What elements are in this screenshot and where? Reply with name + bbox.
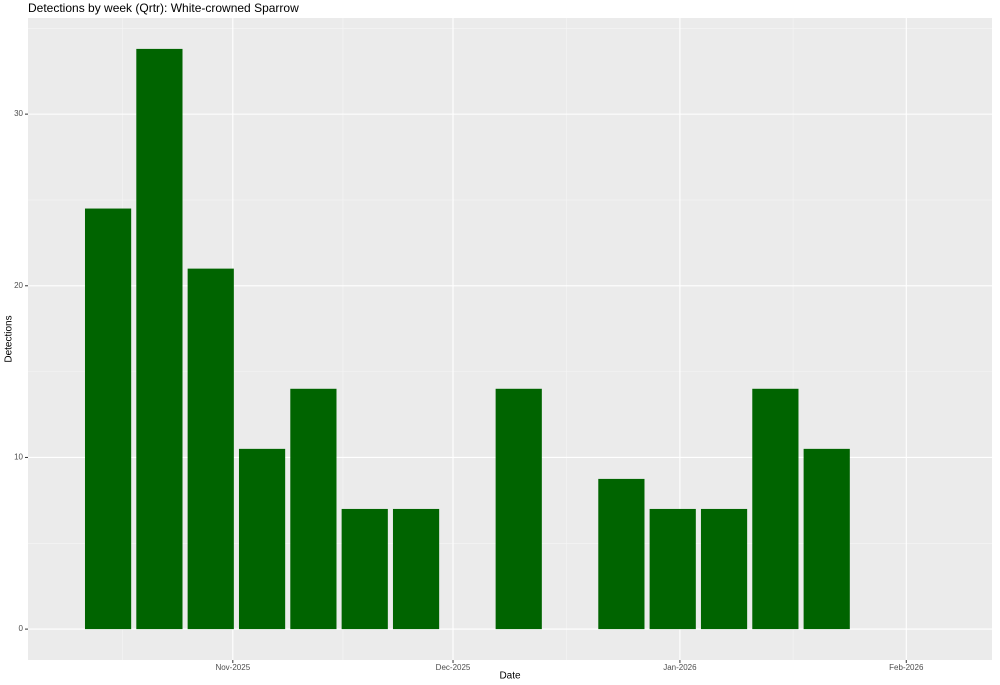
bar [700, 508, 748, 630]
bar [752, 388, 799, 630]
x-tick-label: Dec-2025 [436, 663, 471, 672]
bar [136, 48, 183, 630]
bar [803, 448, 850, 630]
bar [649, 508, 696, 630]
bar [238, 448, 286, 630]
x-tick-label: Feb-2026 [889, 663, 924, 672]
bar [290, 388, 337, 630]
x-tick-label: Jan-2026 [663, 663, 697, 672]
y-axis-title: Detections [4, 315, 15, 362]
bar [187, 268, 234, 630]
y-tick-label: 30 [14, 109, 23, 118]
bar [598, 478, 645, 630]
chart-title: Detections by week (Qrtr): White-crowned… [28, 1, 299, 15]
x-axis-title: Date [499, 671, 521, 682]
bar [495, 388, 542, 630]
x-tick-label: Nov-2025 [215, 663, 250, 672]
y-tick-label: 0 [19, 624, 24, 633]
y-tick-label: 10 [14, 453, 23, 462]
bar [392, 508, 440, 630]
y-tick-label: 20 [14, 281, 23, 290]
bar [84, 208, 132, 630]
bar [341, 508, 388, 630]
